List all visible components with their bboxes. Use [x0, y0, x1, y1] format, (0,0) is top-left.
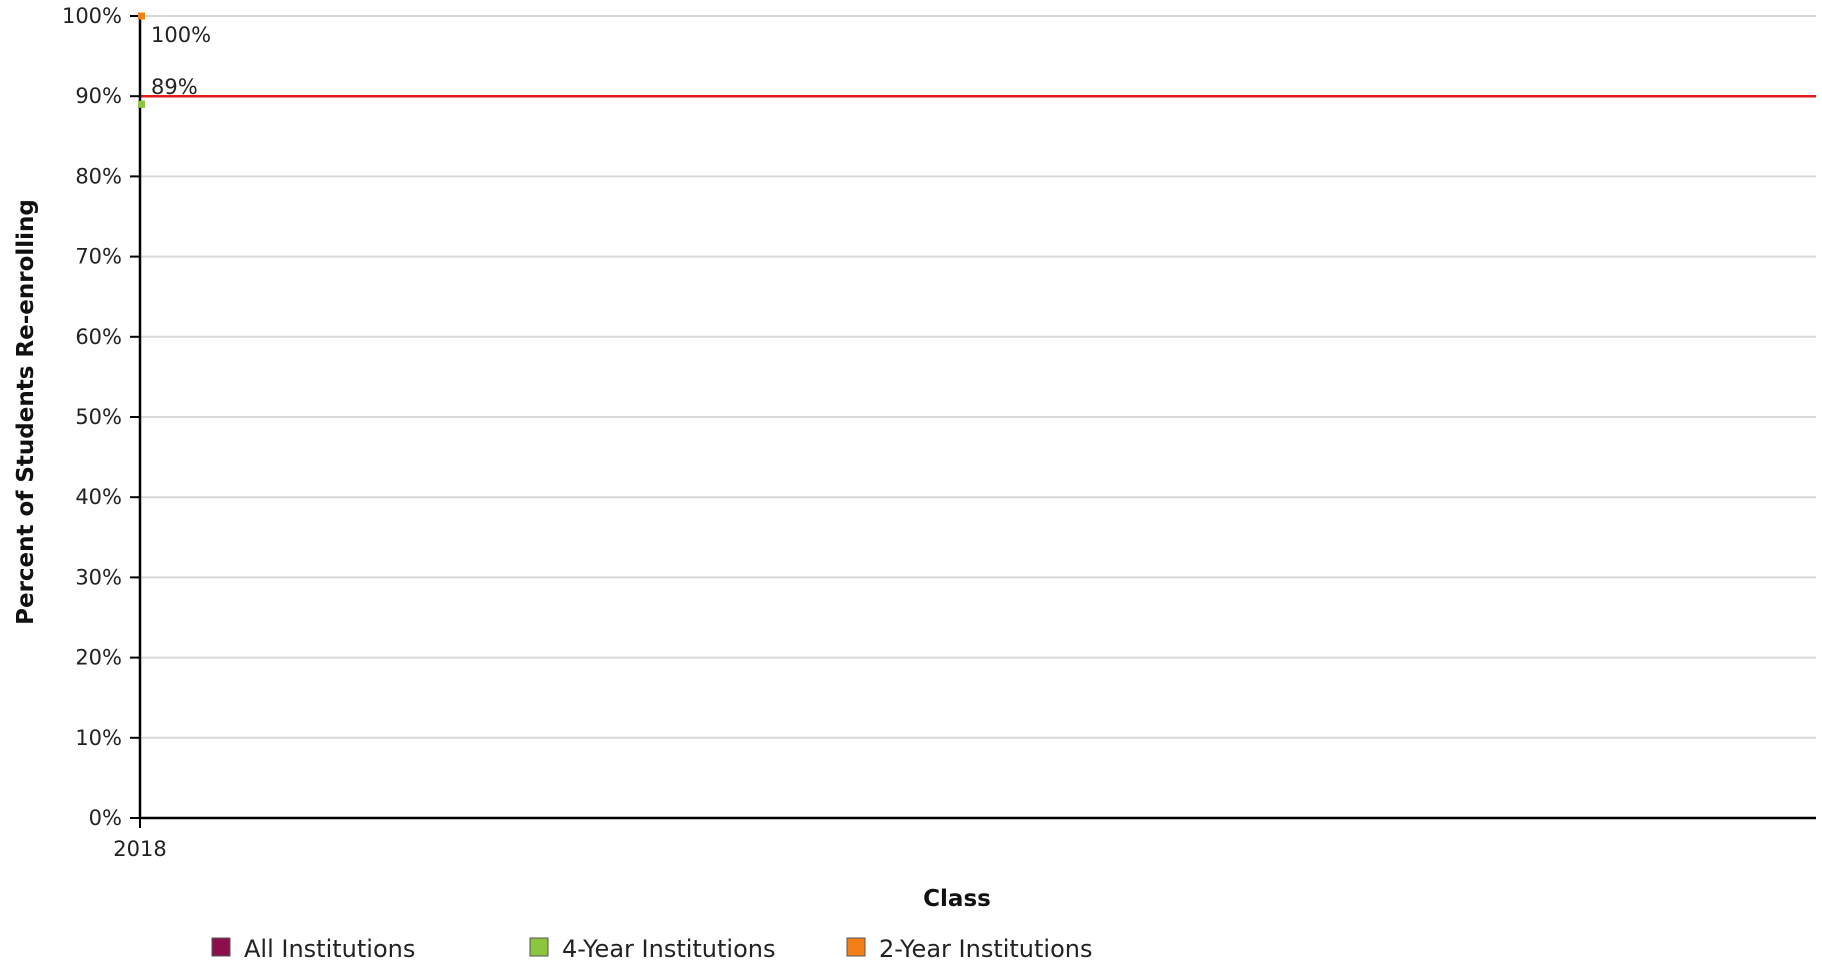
data-label-1: 89% — [151, 75, 198, 99]
legend-label-2-year-institutions: 2-Year Institutions — [879, 935, 1093, 963]
legend-swatch-2-year-institutions — [846, 937, 866, 957]
legend-swatch-all-institutions — [211, 937, 231, 957]
data-point-4-year-institutions-2018 — [138, 100, 145, 108]
legend-label-all-institutions: All Institutions — [244, 935, 415, 963]
data-label-0: 100% — [151, 23, 211, 47]
y-tick-label-100: 100% — [62, 4, 122, 28]
legend-label-4-year-institutions: 4-Year Institutions — [562, 935, 776, 963]
axis-layer — [130, 15, 1816, 828]
legend-swatch-4-year-institutions — [529, 937, 549, 957]
data-point-2-year-institutions-2018 — [138, 12, 145, 20]
y-tick-label-60: 60% — [75, 325, 122, 349]
legend: All Institutions 4-Year Institutions 2-Yea… — [211, 935, 1093, 963]
data-label-layer: 100% 89% — [151, 23, 211, 99]
y-tick-label-30: 30% — [75, 565, 122, 589]
y-tick-label-0: 0% — [89, 806, 122, 830]
y-tick-label-20: 20% — [75, 646, 122, 670]
x-axis-title: Class — [923, 886, 991, 912]
y-tick-label-90: 90% — [75, 84, 122, 108]
y-tick-label-70: 70% — [75, 245, 122, 269]
y-tick-label-40: 40% — [75, 485, 122, 509]
tick-label-layer: 0% 10% 20% 30% 40% 50% 60% 70% 80% 90% 100% 2018 — [62, 4, 167, 861]
mark-layer — [138, 12, 145, 108]
grid-layer — [140, 15, 1816, 739]
y-tick-label-10: 10% — [75, 726, 122, 750]
y-tick-label-50: 50% — [75, 405, 122, 429]
y-tick-label-80: 80% — [75, 164, 122, 188]
x-tick-label-2018: 2018 — [113, 837, 166, 861]
y-axis-title: Percent of Students Re-enrolling — [13, 199, 39, 625]
